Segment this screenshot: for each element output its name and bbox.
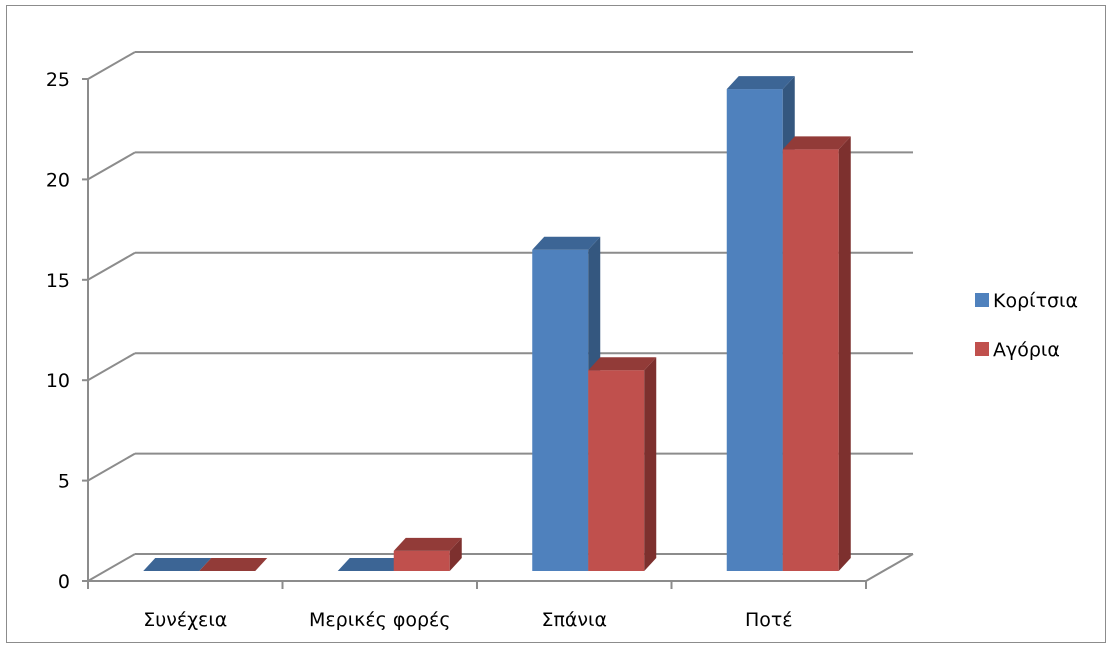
y-tick-label: 20 — [46, 169, 70, 191]
y-tick-label: 10 — [46, 370, 70, 392]
axes — [82, 78, 914, 589]
gridline-diagonal — [87, 553, 136, 582]
bar-front — [782, 149, 839, 571]
bar-side — [449, 537, 462, 571]
bar-top — [393, 537, 462, 551]
bar-side — [644, 357, 657, 571]
legend-swatch — [975, 293, 989, 307]
legend-swatch — [975, 342, 989, 356]
bar-top — [532, 236, 601, 250]
bar-front — [588, 370, 645, 571]
gridline-diagonal — [87, 251, 136, 281]
bar-front — [726, 89, 783, 571]
bar-top — [143, 558, 212, 571]
bars — [143, 76, 851, 571]
y-tick-label: 15 — [46, 270, 70, 292]
bar-top — [726, 76, 795, 90]
bar-top — [588, 357, 657, 371]
y-tick-label: 5 — [58, 471, 70, 493]
category-label: Συνέχεια — [143, 609, 227, 631]
gridline-diagonal — [87, 352, 136, 382]
bar-front — [532, 249, 589, 571]
gridline-diagonal — [87, 51, 136, 80]
y-tick-label: 0 — [58, 571, 70, 593]
bar-top — [337, 558, 406, 571]
category-label: Μερικές φορές — [309, 609, 450, 631]
bar-side — [838, 136, 851, 571]
category-label: Σπάνια — [541, 609, 607, 631]
gridline-diagonal — [87, 151, 136, 181]
bar-top — [782, 136, 851, 150]
bar-front — [393, 550, 450, 571]
category-label: Ποτέ — [745, 609, 793, 631]
floor-edge — [865, 553, 914, 582]
axis-labels: 0 5 10 15 20 25 Συνέχεια Μερικές φορές Σπάνια Ποτ… — [46, 69, 793, 631]
legend-label: Κορίτσια — [993, 290, 1078, 312]
legend-label: Αγόρια — [993, 339, 1060, 361]
gridline-diagonal — [87, 452, 136, 482]
y-tick-label: 25 — [46, 69, 70, 91]
legend: Κορίτσια Αγόρια — [975, 290, 1078, 361]
bar-top — [199, 558, 268, 571]
